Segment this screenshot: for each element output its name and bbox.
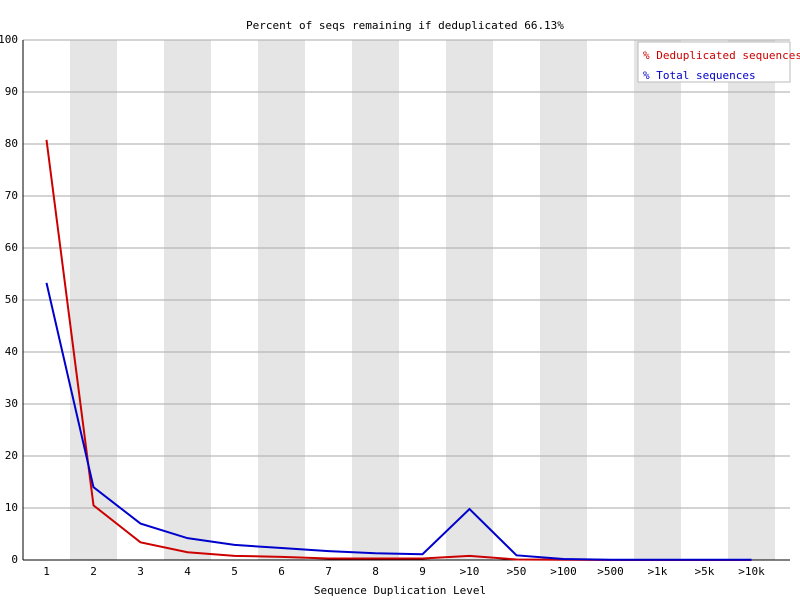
y-tick-label: 0: [11, 553, 18, 566]
x-tick-label: 5: [231, 565, 238, 578]
y-tick-label: 50: [5, 293, 18, 306]
x-axis-label: Sequence Duplication Level: [314, 584, 486, 597]
y-tick-label: 30: [5, 397, 18, 410]
y-tick-label: 90: [5, 85, 18, 98]
legend-box: [637, 41, 791, 83]
y-tick-label: 100: [0, 33, 18, 46]
legend-label: % Deduplicated sequences: [643, 49, 800, 62]
x-tick-label: >50: [507, 565, 527, 578]
x-tick-label: 3: [137, 565, 144, 578]
y-tick-label: 70: [5, 189, 18, 202]
x-tick-label: 1: [43, 565, 50, 578]
y-tick-label: 10: [5, 501, 18, 514]
x-tick-label: >10: [460, 565, 480, 578]
series-line: [45, 282, 752, 561]
x-tick-label: 8: [372, 565, 379, 578]
x-tick-label: >100: [550, 565, 577, 578]
labels: 0 10 20 30 40 50 60 70 80 90 100 1 2 3 4 5 6 7 8 9 >10 >50 >10…: [0, 33, 765, 578]
legend: % Deduplicated sequences % Total sequence…: [637, 41, 800, 83]
chart-title: Percent of seqs remaining if deduplicate…: [246, 19, 564, 32]
grid: [22, 39, 790, 561]
y-tick-label: 60: [5, 241, 18, 254]
x-tick-label: 7: [325, 565, 332, 578]
x-tick-label: 9: [419, 565, 426, 578]
y-tick-label: 40: [5, 345, 18, 358]
y-tick-label: 20: [5, 449, 18, 462]
x-tick-label: >1k: [648, 565, 668, 578]
y-tick-label: 80: [5, 137, 18, 150]
x-tick-label: >5k: [695, 565, 715, 578]
lines: [45, 139, 752, 561]
x-tick-label: 2: [90, 565, 97, 578]
x-tick-label: 6: [278, 565, 285, 578]
x-tick-label: 4: [184, 565, 191, 578]
legend-label: % Total sequences: [643, 69, 756, 82]
x-tick-label: >500: [597, 565, 624, 578]
x-tick-label: >10k: [738, 565, 765, 578]
